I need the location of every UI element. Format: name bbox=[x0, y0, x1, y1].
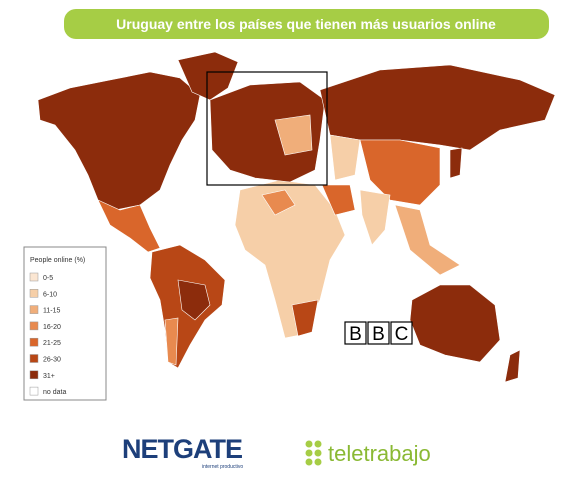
middle-east bbox=[321, 184, 356, 216]
dot bbox=[314, 440, 322, 448]
dot bbox=[314, 458, 322, 466]
legend-label: 21-25 bbox=[43, 340, 61, 347]
bbc-box bbox=[367, 321, 390, 345]
legend-swatch bbox=[29, 370, 39, 380]
world-map bbox=[37, 51, 556, 383]
chile bbox=[164, 317, 179, 366]
russia bbox=[319, 64, 556, 151]
australia bbox=[409, 284, 501, 363]
legend-items: 0-5 6-10 11-15 16-20 21-25 26-30 31+ no data bbox=[29, 272, 66, 396]
central-asia bbox=[329, 134, 361, 181]
legend: People online (%) 0-5 6-10 11-15 16-20 21-25… bbox=[23, 246, 107, 401]
north-africa bbox=[261, 189, 296, 216]
legend-label: no data bbox=[43, 389, 66, 396]
bbc-box bbox=[390, 321, 413, 345]
southeast-asia bbox=[394, 204, 461, 276]
title: Uruguay entre los países que tienen más … bbox=[116, 16, 496, 32]
bbc-box bbox=[344, 321, 367, 345]
bbc-letter: B bbox=[372, 324, 385, 345]
title-bar bbox=[64, 9, 549, 39]
netgate-tagline: internet productivo bbox=[202, 464, 243, 470]
central-america bbox=[97, 199, 161, 253]
greenland bbox=[177, 51, 239, 101]
legend-swatch bbox=[29, 289, 39, 298]
europe bbox=[209, 81, 326, 183]
bbc-letter: C bbox=[395, 324, 409, 345]
legend-swatch bbox=[29, 354, 39, 363]
legend-swatch bbox=[29, 305, 39, 314]
legend-label: 26-30 bbox=[43, 357, 61, 364]
japan bbox=[449, 147, 463, 179]
north-america bbox=[37, 71, 201, 211]
new-zealand bbox=[504, 349, 521, 383]
eastern-europe bbox=[274, 114, 313, 156]
legend-title: People online (%) bbox=[30, 257, 85, 264]
legend-swatch bbox=[29, 272, 39, 282]
netgate-name: NETGATE bbox=[122, 434, 242, 464]
teletrabajo-logo: teletrabajo bbox=[305, 440, 431, 466]
legend-swatch bbox=[29, 337, 39, 347]
legend-swatch bbox=[29, 321, 39, 331]
bbc-letter: B bbox=[349, 324, 362, 345]
legend-label: 0-5 bbox=[43, 275, 53, 282]
india bbox=[359, 189, 391, 246]
legend-swatch bbox=[29, 386, 39, 396]
south-africa bbox=[291, 299, 319, 337]
brazil bbox=[177, 279, 211, 321]
legend-label: 6-10 bbox=[43, 291, 57, 298]
dot bbox=[305, 449, 313, 457]
dot bbox=[305, 458, 313, 466]
legend-label: 16-20 bbox=[43, 324, 61, 331]
legend-label: 11-15 bbox=[43, 308, 60, 315]
legend-label: 31+ bbox=[43, 373, 55, 380]
netgate-logo: NETGATE internet productivo bbox=[122, 434, 243, 470]
europe-frame bbox=[206, 71, 328, 186]
dot bbox=[314, 449, 322, 457]
china bbox=[359, 139, 441, 206]
teletrabajo-name: teletrabajo bbox=[328, 441, 431, 466]
dot bbox=[305, 440, 313, 448]
